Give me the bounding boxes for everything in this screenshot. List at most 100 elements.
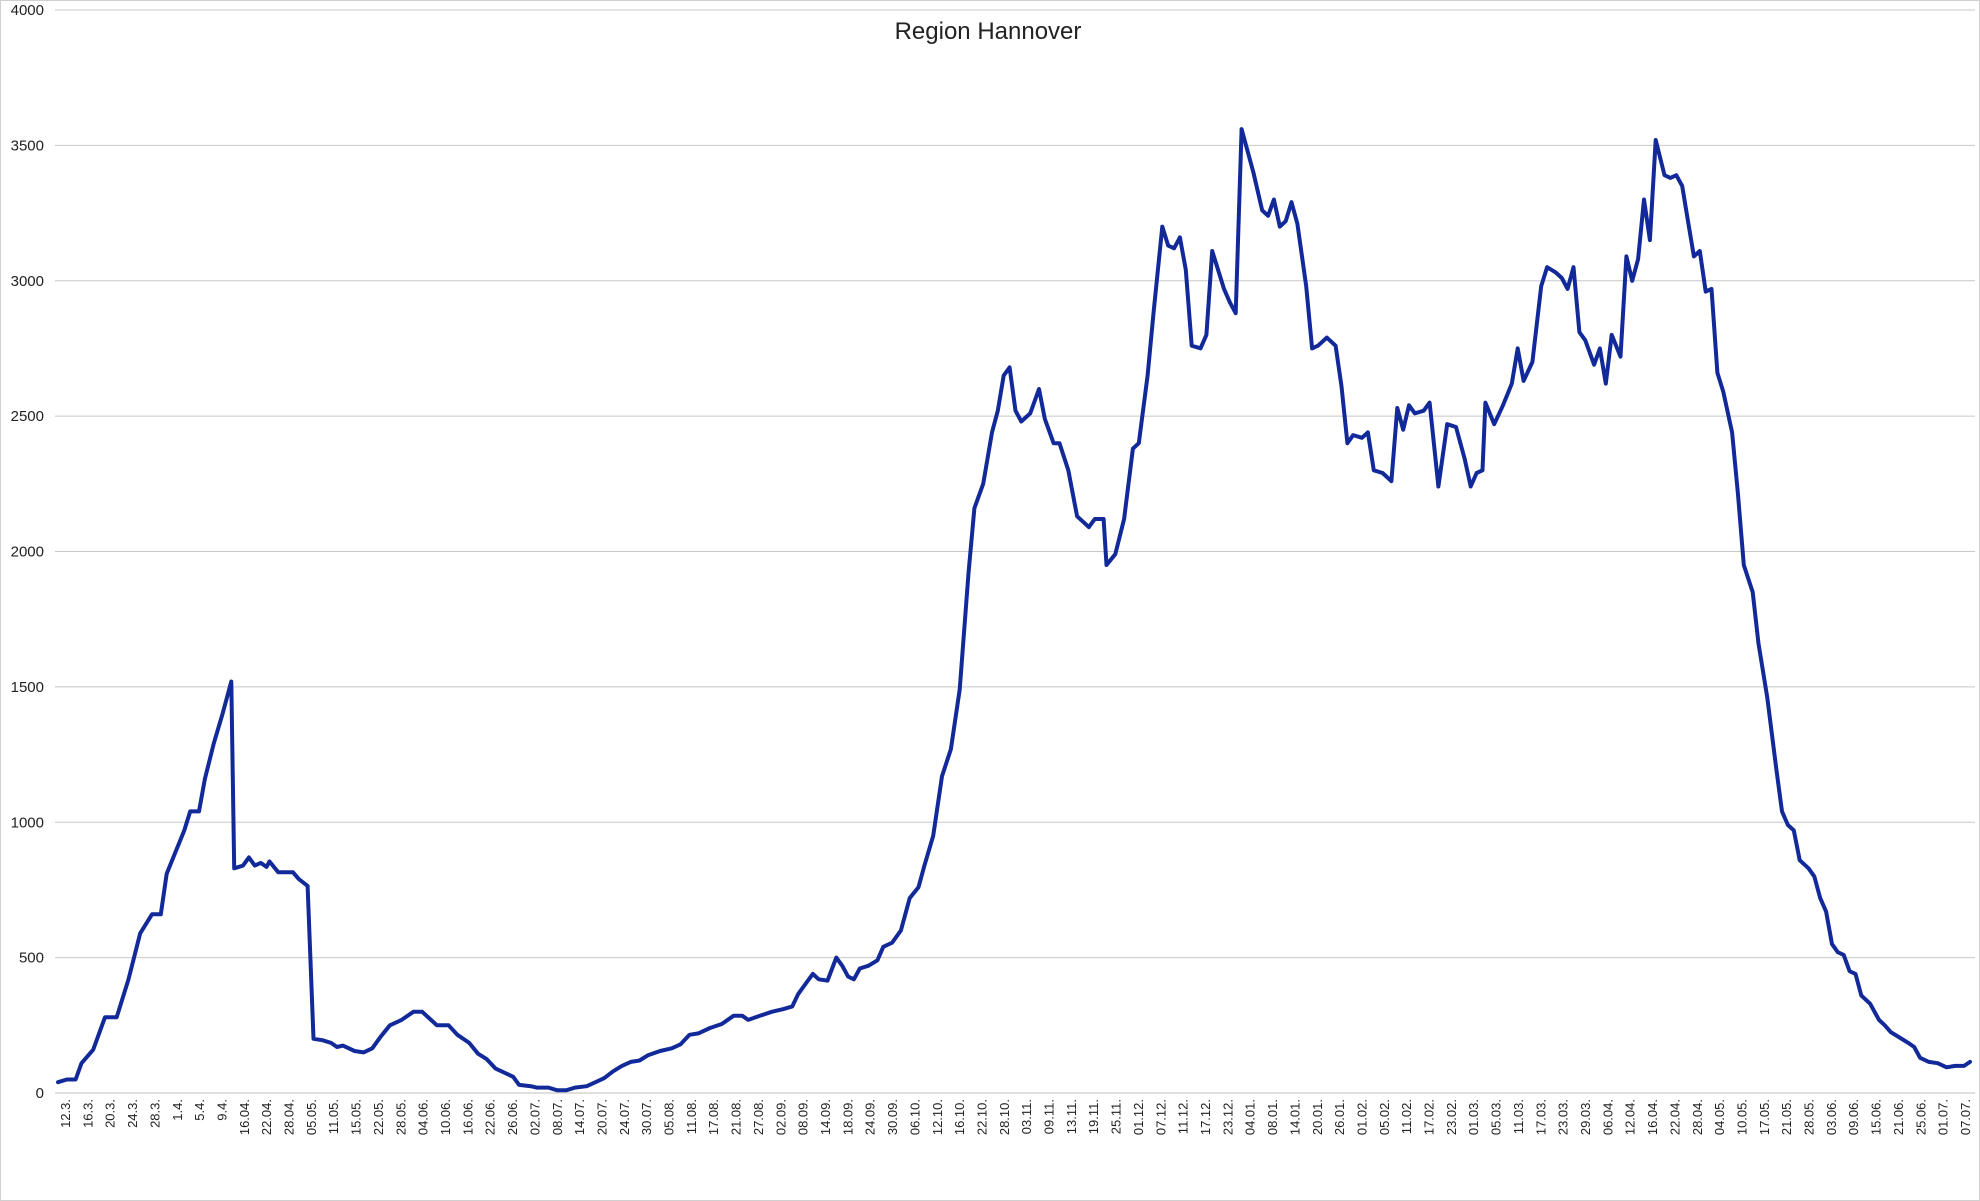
x-tick-label: 20.3.: [103, 1099, 118, 1128]
x-tick-label: 07.07.: [1958, 1099, 1973, 1135]
x-tick-label: 13.11.: [1064, 1099, 1079, 1134]
x-tick-label: 07.12.: [1153, 1099, 1168, 1135]
x-tick-label: 24.3.: [125, 1099, 140, 1128]
x-tick-label: 20.07.: [594, 1099, 609, 1135]
x-tick-label: 05.08.: [662, 1099, 677, 1135]
x-tick-label: 17.02.: [1422, 1099, 1437, 1135]
x-tick-label: 01.03.: [1466, 1099, 1481, 1135]
x-tick-label: 28.04.: [1690, 1099, 1705, 1135]
y-tick-label: 500: [19, 950, 44, 967]
x-tick-label: 12.3.: [58, 1099, 73, 1128]
x-tick-label: 22.05.: [371, 1099, 386, 1135]
y-tick-label: 3500: [11, 137, 44, 154]
x-tick-label: 23.03.: [1556, 1099, 1571, 1135]
x-tick-label: 11.12.: [1176, 1099, 1191, 1134]
x-tick-label: 05.05.: [304, 1099, 319, 1135]
x-tick-label: 28.3.: [147, 1099, 162, 1128]
x-tick-label: 28.05.: [1802, 1099, 1817, 1135]
x-axis-tick-labels: 12.3. 16.3. 20.3. 24.3. 28.3. 1.4. 5.4. 9.4. 16.…: [58, 1099, 1973, 1135]
x-tick-label: 02.07.: [527, 1099, 542, 1135]
x-tick-label: 19.11.: [1086, 1099, 1101, 1134]
x-tick-label: 06.04.: [1600, 1099, 1615, 1135]
x-tick-label: 26.01.: [1332, 1099, 1347, 1135]
x-tick-label: 10.06.: [438, 1099, 453, 1135]
x-tick-label: 02.09.: [773, 1099, 788, 1135]
x-tick-label: 12.04.: [1623, 1099, 1638, 1135]
x-tick-label: 24.09.: [863, 1099, 878, 1135]
x-tick-label: 1.4.: [170, 1099, 185, 1121]
x-tick-label: 10.05.: [1734, 1099, 1749, 1135]
x-tick-label: 09.06.: [1846, 1099, 1861, 1135]
x-tick-label: 21.05.: [1779, 1099, 1794, 1135]
x-tick-label: 04.01.: [1243, 1099, 1258, 1135]
gridlines: [55, 9, 1975, 959]
x-tick-label: 05.03.: [1489, 1099, 1504, 1135]
x-tick-label: 27.08.: [751, 1099, 766, 1135]
x-tick-label: 21.06.: [1891, 1099, 1906, 1135]
x-tick-label: 04.05.: [1712, 1099, 1727, 1135]
x-tick-label: 16.06.: [460, 1099, 475, 1135]
y-tick-label: 2500: [11, 408, 44, 425]
x-tick-label: 17.08.: [706, 1099, 721, 1135]
x-tick-label: 23.02.: [1444, 1099, 1459, 1135]
x-tick-label: 22.06.: [483, 1099, 498, 1135]
y-tick-label: 1000: [11, 814, 44, 831]
x-tick-label: 11.08.: [684, 1099, 699, 1134]
x-tick-label: 06.10.: [907, 1099, 922, 1135]
x-tick-label: 11.02.: [1399, 1099, 1414, 1134]
x-tick-label: 28.04.: [282, 1099, 297, 1135]
x-tick-label: 11.05.: [326, 1099, 341, 1134]
y-tick-label: 0: [36, 1085, 44, 1102]
x-tick-label: 04.06.: [416, 1099, 431, 1135]
x-tick-label: 28.05.: [393, 1099, 408, 1135]
x-tick-label: 12.10.: [930, 1099, 945, 1135]
x-tick-label: 14.09.: [818, 1099, 833, 1135]
x-tick-label: 17.05.: [1757, 1099, 1772, 1135]
x-tick-label: 28.10.: [997, 1099, 1012, 1135]
x-tick-label: 25.11.: [1109, 1099, 1124, 1134]
x-tick-label: 30.09.: [885, 1099, 900, 1135]
x-tick-label: 21.08.: [729, 1099, 744, 1135]
x-tick-label: 29.03.: [1578, 1099, 1593, 1135]
x-tick-label: 08.09.: [796, 1099, 811, 1135]
x-tick-label: 14.01.: [1287, 1099, 1302, 1135]
x-tick-label: 01.07.: [1936, 1099, 1951, 1135]
x-tick-label: 17.12.: [1198, 1099, 1213, 1135]
y-tick-label: 3000: [11, 273, 44, 290]
x-tick-label: 24.07.: [617, 1099, 632, 1135]
y-axis-tick-labels: 0 500 1000 1500 2000 2500 3000 3500 4000: [11, 2, 44, 1102]
x-tick-label: 17.03.: [1533, 1099, 1548, 1135]
x-tick-label: 23.12.: [1220, 1099, 1235, 1135]
x-tick-label: 22.04.: [1667, 1099, 1682, 1135]
x-tick-label: 26.06.: [505, 1099, 520, 1135]
x-tick-label: 16.3.: [80, 1099, 95, 1128]
x-tick-label: 14.07.: [572, 1099, 587, 1135]
x-tick-label: 25.06.: [1913, 1099, 1928, 1135]
x-tick-label: 16.04.: [1645, 1099, 1660, 1135]
x-tick-label: 03.06.: [1824, 1099, 1839, 1135]
x-tick-label: 16.04.: [237, 1099, 252, 1135]
x-tick-label: 5.4.: [192, 1099, 207, 1121]
x-tick-label: 18.09.: [840, 1099, 855, 1135]
x-tick-label: 08.07.: [550, 1099, 565, 1135]
x-tick-label: 22.04.: [259, 1099, 274, 1135]
x-tick-label: 16.10.: [952, 1099, 967, 1135]
y-tick-label: 1500: [11, 679, 44, 696]
y-tick-label: 2000: [11, 544, 44, 561]
y-tick-label: 4000: [11, 2, 44, 19]
x-tick-label: 20.01.: [1310, 1099, 1325, 1135]
x-tick-label: 11.03.: [1511, 1099, 1526, 1134]
x-tick-label: 9.4.: [214, 1099, 229, 1121]
x-tick-label: 22.10.: [974, 1099, 989, 1135]
x-tick-label: 05.02.: [1377, 1099, 1392, 1135]
series-line: [56, 127, 1972, 1093]
x-tick-label: 15.06.: [1869, 1099, 1884, 1135]
x-tick-label: 01.02.: [1354, 1099, 1369, 1135]
x-tick-label: 09.11.: [1042, 1099, 1057, 1134]
x-tick-label: 03.11.: [1019, 1099, 1034, 1134]
chart-title: Region Hannover: [895, 18, 1082, 45]
x-tick-label: 30.07.: [639, 1099, 654, 1135]
x-tick-label: 01.12.: [1131, 1099, 1146, 1135]
